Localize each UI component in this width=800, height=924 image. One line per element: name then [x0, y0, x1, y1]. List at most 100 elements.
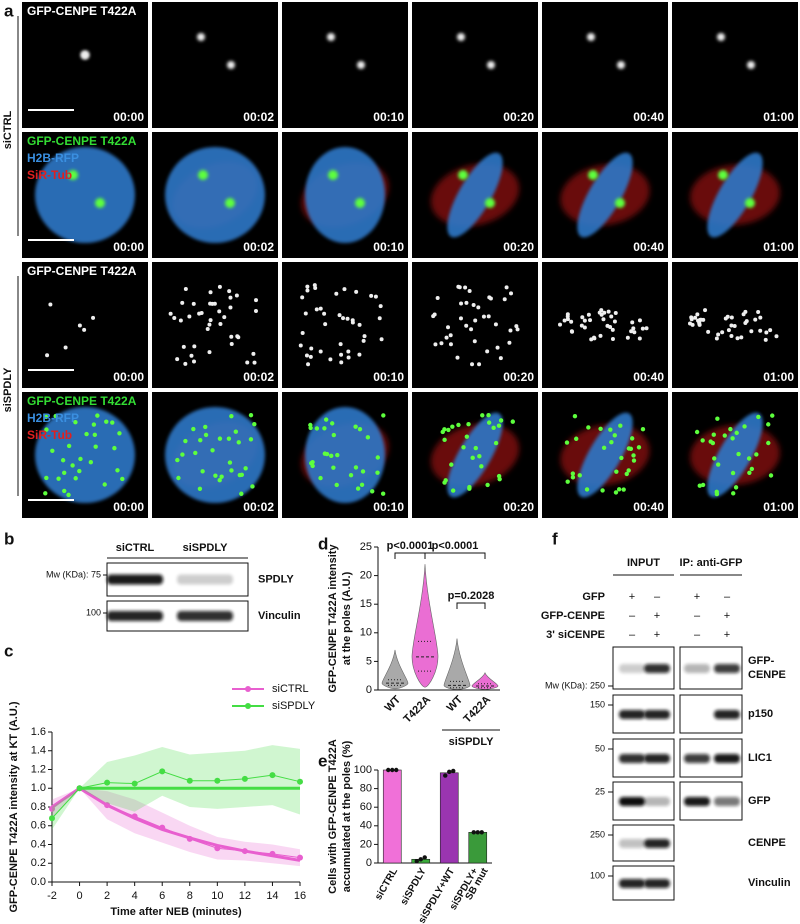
gfp-spot	[342, 287, 347, 292]
y-tick-label: 0.4	[31, 838, 46, 850]
data-point	[76, 785, 83, 792]
gfp-spot	[353, 424, 358, 429]
blot-band	[714, 797, 740, 806]
timestamp: 00:10	[373, 110, 404, 124]
significance-bracket	[394, 552, 426, 559]
data-point	[297, 854, 303, 861]
gfp-spot	[693, 315, 698, 320]
blot-band	[684, 754, 710, 763]
legend-label: siCTRL	[272, 683, 309, 695]
micrograph-content	[560, 152, 650, 238]
gfp-spot	[600, 488, 605, 493]
data-point	[159, 768, 166, 775]
gfp-spot	[612, 319, 617, 324]
gfp-spot	[341, 316, 346, 321]
gfp-spot	[228, 295, 233, 300]
micrograph-content	[301, 147, 389, 243]
gfp-spot	[318, 475, 323, 481]
gfp-spot	[43, 491, 48, 496]
blot-band	[684, 664, 710, 673]
gfp-spot	[217, 436, 223, 441]
gfp-spot	[183, 438, 188, 444]
y-tick-label: 5	[366, 655, 372, 667]
micrograph-content	[165, 147, 265, 243]
micrograph	[672, 2, 798, 128]
group-label: siSPDLY	[449, 736, 495, 748]
gfp-spot	[378, 304, 383, 309]
gfp-spot	[339, 360, 344, 365]
mw-marker: 150	[590, 699, 605, 709]
blot-band	[714, 664, 740, 673]
x-tick-label: siCTRL	[373, 866, 400, 902]
blot-band	[177, 611, 233, 621]
panel-label: a	[4, 1, 14, 20]
condition-label: GFP-CENPE	[541, 610, 605, 622]
gfp-spot	[310, 463, 315, 469]
timestamp: 00:40	[633, 500, 664, 514]
x-tick-label: 14	[266, 890, 278, 902]
data-point	[241, 775, 248, 782]
gfp-spot	[66, 492, 71, 498]
gfp-spot	[66, 443, 72, 449]
panel-label: e	[318, 751, 327, 770]
gfp-spot	[723, 316, 728, 321]
gfp-spot	[252, 421, 257, 427]
protein-label: CENPE	[748, 837, 786, 849]
gfp-spot	[44, 427, 49, 432]
gfp-spot	[443, 478, 448, 483]
blot-frame	[679, 694, 743, 734]
micrograph-content	[587, 33, 625, 69]
gfp-spot	[630, 320, 635, 325]
gfp-spot	[350, 320, 355, 325]
gfp-spot	[370, 489, 375, 494]
gfp-spot	[338, 342, 343, 347]
gfp-spot	[700, 438, 705, 443]
gfp-spot	[110, 420, 115, 425]
gfp-spot	[197, 33, 205, 41]
gfp-spot	[309, 346, 314, 351]
gfp-spot	[345, 316, 350, 321]
micrograph	[22, 2, 148, 128]
gfp-spot	[43, 414, 49, 420]
replicate-point	[394, 767, 399, 773]
gfp-spot	[102, 482, 107, 487]
gfp-spot	[768, 328, 773, 333]
gfp-spot	[229, 468, 234, 473]
gfp-spot	[233, 429, 239, 434]
gfp-spot	[577, 473, 582, 478]
gfp-spot	[495, 345, 500, 350]
gfp-spot	[599, 308, 604, 313]
gfp-spot	[56, 476, 61, 481]
micrograph	[412, 2, 538, 128]
gfp-spot	[305, 284, 310, 289]
micrograph-content	[430, 412, 520, 498]
timestamp: 01:00	[763, 500, 794, 514]
x-tick-label: WT	[383, 693, 404, 714]
gfp-spot	[498, 356, 503, 361]
gfp-spot	[631, 326, 636, 331]
gfp-spot	[609, 440, 614, 445]
gfp-spot	[602, 310, 607, 315]
bar	[382, 769, 402, 864]
gfp-spot	[774, 334, 779, 339]
data-point	[104, 779, 111, 786]
replicate-point	[443, 773, 448, 778]
mw-marker: 100	[590, 870, 605, 880]
gfp-spot	[477, 454, 482, 459]
x-tick-label: 10	[211, 890, 223, 902]
gfp-spot	[446, 325, 451, 330]
micrograph	[22, 262, 148, 388]
timestamp: 00:20	[503, 240, 534, 254]
gfp-spot	[117, 431, 122, 436]
blot-band	[619, 797, 645, 806]
gfp-spot	[207, 350, 212, 355]
fit-line	[51, 786, 301, 862]
gfp-spot	[323, 322, 328, 327]
gfp-spot	[488, 296, 493, 301]
gfp-spot	[632, 330, 637, 335]
gfp-spot	[322, 451, 328, 456]
gfp-spot	[496, 423, 502, 428]
gfp-spot	[70, 463, 75, 468]
gfp-spot	[357, 352, 362, 357]
y-tick-label: 80	[360, 783, 372, 795]
